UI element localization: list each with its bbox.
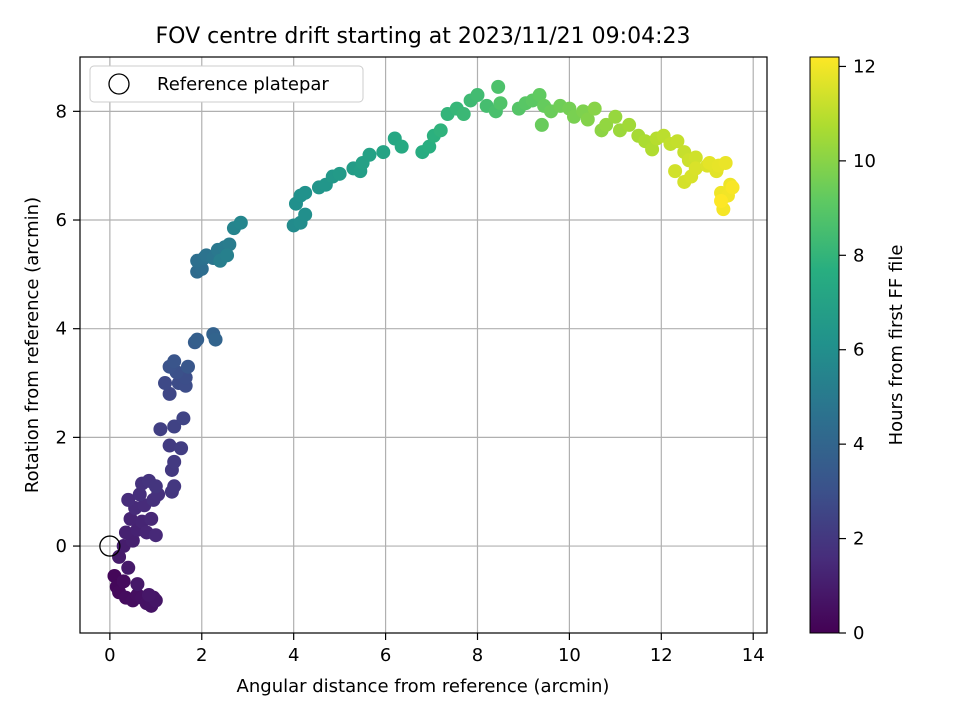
data-point bbox=[688, 150, 703, 165]
data-point bbox=[123, 511, 138, 526]
y-tick-label: 0 bbox=[56, 536, 67, 557]
data-point bbox=[208, 332, 223, 347]
data-point bbox=[376, 145, 391, 160]
x-tick-label: 2 bbox=[196, 645, 207, 666]
data-point bbox=[587, 101, 602, 116]
colorbar-tick-label: 0 bbox=[853, 623, 864, 644]
x-tick-label: 6 bbox=[380, 645, 391, 666]
x-axis-ticks: 0 2 4 6 8 10 12 14 bbox=[104, 633, 765, 666]
colorbar-tick-label: 8 bbox=[853, 245, 864, 266]
data-point bbox=[176, 411, 191, 426]
data-point bbox=[362, 147, 377, 162]
colorbar-tick-label: 12 bbox=[853, 56, 876, 77]
data-point bbox=[714, 194, 729, 208]
y-tick-label: 4 bbox=[56, 319, 67, 340]
plot-frame bbox=[79, 56, 768, 634]
y-tick-label: 8 bbox=[56, 101, 67, 122]
chart-title: FOV centre drift starting at 2023/11/21 … bbox=[156, 24, 691, 49]
reference-marker bbox=[99, 535, 121, 557]
data-point bbox=[668, 164, 683, 179]
colorbar: 0 2 4 6 8 10 12 Hours from first FF file bbox=[809, 56, 907, 644]
data-point bbox=[670, 134, 685, 149]
data-point bbox=[688, 161, 703, 176]
legend-label: Reference platepar bbox=[157, 74, 329, 95]
data-point bbox=[645, 142, 660, 157]
colorbar-gradient bbox=[809, 56, 840, 634]
data-point bbox=[167, 479, 182, 494]
colorbar-tick-label: 2 bbox=[853, 529, 864, 550]
data-point bbox=[162, 386, 177, 401]
data-point bbox=[116, 574, 131, 589]
data-point bbox=[422, 139, 437, 154]
colorbar-label: Hours from first FF file bbox=[886, 245, 907, 446]
data-point bbox=[493, 96, 508, 111]
colorbar-tick-label: 6 bbox=[853, 340, 864, 361]
colorbar-tick-label: 4 bbox=[853, 434, 864, 455]
data-point bbox=[491, 79, 506, 94]
y-tick-label: 2 bbox=[56, 427, 67, 448]
data-point bbox=[622, 117, 637, 132]
data-point bbox=[118, 525, 133, 540]
data-point bbox=[144, 511, 159, 526]
data-point bbox=[121, 560, 136, 575]
data-point bbox=[725, 180, 740, 195]
data-point bbox=[456, 107, 471, 122]
x-tick-label: 0 bbox=[104, 645, 115, 666]
legend: Reference platepar bbox=[89, 65, 364, 103]
data-point bbox=[174, 441, 189, 456]
data-point bbox=[180, 359, 195, 374]
data-point bbox=[190, 332, 205, 347]
data-point bbox=[220, 248, 235, 263]
data-point bbox=[298, 207, 313, 222]
x-axis-label: Angular distance from reference (arcmin) bbox=[237, 676, 610, 697]
reference-point bbox=[99, 535, 121, 557]
x-tick-label: 8 bbox=[472, 645, 483, 666]
colorbar-tick-label: 10 bbox=[853, 151, 876, 172]
x-tick-label: 4 bbox=[288, 645, 299, 666]
data-point bbox=[130, 577, 145, 592]
data-point bbox=[167, 419, 182, 434]
data-point bbox=[433, 123, 448, 138]
data-point bbox=[141, 587, 156, 602]
x-tick-label: 12 bbox=[650, 645, 673, 666]
data-point bbox=[718, 155, 733, 170]
data-point bbox=[148, 528, 163, 543]
data-point bbox=[153, 422, 168, 437]
grid bbox=[80, 57, 767, 633]
y-tick-label: 6 bbox=[56, 210, 67, 231]
data-point bbox=[470, 88, 485, 103]
data-point bbox=[162, 438, 177, 453]
data-point bbox=[158, 376, 173, 391]
data-point bbox=[532, 88, 547, 103]
y-axis-label: Rotation from reference (arcmin) bbox=[22, 197, 43, 493]
data-point bbox=[580, 112, 595, 127]
data-point bbox=[233, 215, 248, 230]
x-tick-label: 14 bbox=[742, 645, 765, 666]
data-point bbox=[167, 454, 182, 469]
x-tick-label: 10 bbox=[558, 645, 581, 666]
data-point bbox=[167, 354, 182, 369]
data-point bbox=[112, 549, 127, 564]
data-point bbox=[534, 117, 549, 132]
scatter-points bbox=[107, 79, 740, 613]
data-point bbox=[608, 109, 623, 124]
data-point bbox=[332, 166, 347, 181]
legend-marker bbox=[108, 73, 130, 95]
data-point bbox=[121, 492, 136, 507]
data-point bbox=[132, 487, 147, 502]
data-point bbox=[599, 117, 614, 132]
data-point bbox=[148, 479, 163, 494]
y-axis-ticks: 0 2 4 6 8 bbox=[56, 101, 80, 557]
colorbar-ticks: 0 2 4 6 8 10 12 bbox=[839, 56, 876, 644]
data-point bbox=[298, 185, 313, 200]
data-point bbox=[394, 139, 409, 154]
data-point bbox=[222, 237, 237, 252]
legend-box bbox=[89, 65, 364, 103]
